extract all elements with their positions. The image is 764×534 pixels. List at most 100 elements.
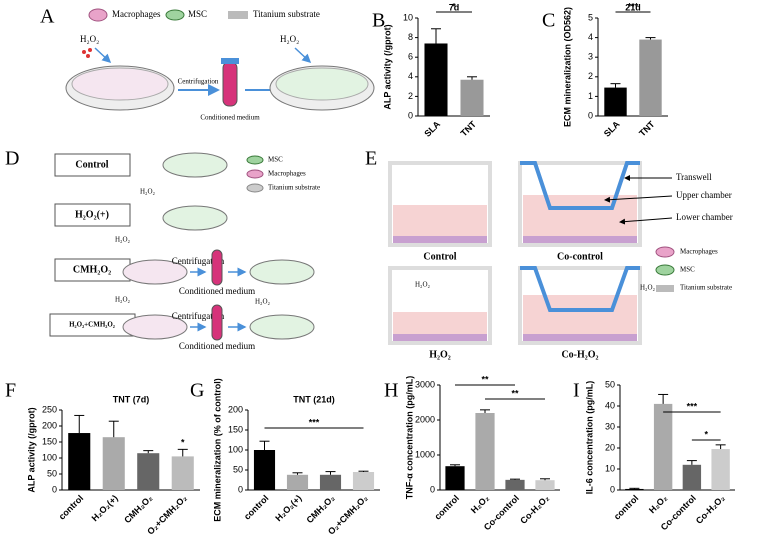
y-tick-label: 5	[588, 12, 593, 22]
bar	[445, 466, 465, 490]
dish	[249, 314, 315, 340]
chart: B 7d ALP activity (/gprot) 0 2 4 6 8 10 SLA TNT *	[372, 1, 490, 139]
x-tick-label: H₂O₂	[469, 493, 491, 515]
y-tick-label: 3	[588, 52, 593, 62]
arrow	[94, 47, 112, 64]
transwell	[520, 266, 640, 312]
x-tick-label: TNT	[459, 119, 479, 139]
part-label: Lower chamber	[676, 212, 733, 222]
dish	[249, 259, 315, 285]
significance: **	[511, 388, 519, 398]
x-tick-label: Co-H₂O₂	[694, 493, 727, 526]
dish	[122, 314, 188, 340]
well	[518, 161, 642, 247]
x-tick-label: CMH₂O₂	[122, 493, 154, 525]
icon	[656, 285, 674, 292]
chart: I IL-6 concentration (pg/mL) 0 10 20 30 40 50 co…	[573, 379, 735, 532]
legend-text: MSC	[268, 156, 283, 164]
bar	[505, 479, 525, 490]
stimulus: H₂O₂	[80, 34, 99, 44]
bar	[102, 437, 125, 490]
dish	[275, 67, 369, 101]
y-tick-label: 50	[233, 464, 243, 474]
arrow	[294, 47, 312, 64]
panel-letter: E	[365, 148, 377, 170]
well	[388, 266, 492, 345]
dish	[162, 152, 228, 178]
legend-text: Macrophages	[268, 170, 306, 178]
panel-letter: A	[40, 6, 55, 28]
x-tick-label: control	[432, 493, 461, 522]
transwell	[520, 161, 640, 210]
dish	[122, 259, 188, 285]
part-label: Upper chamber	[676, 190, 732, 200]
cells	[523, 236, 637, 243]
x-tick-label: SLA	[602, 119, 622, 139]
x-tick-label: CMH₂O₂	[304, 493, 336, 525]
icon	[655, 246, 675, 258]
pointer	[619, 217, 673, 225]
panel-letter: D	[5, 148, 19, 170]
y-axis-label: ECM mineralization (OD562)	[562, 7, 572, 127]
y-tick-label: 200	[228, 404, 243, 414]
stimulus: H₂O₂	[255, 298, 271, 306]
y-axis-label: ALP activity (/gprot)	[382, 24, 392, 109]
icon	[88, 8, 108, 22]
y-tick-label: 2000	[415, 414, 435, 424]
panel-a: A Macrophages MSC Titanium substrate H₂O…	[40, 6, 375, 122]
legend-text: MSC	[680, 266, 695, 274]
well	[518, 266, 642, 345]
chart: C 21d ECM mineralization (OD562) 0 1 2 3 4 5 SLA T…	[542, 1, 668, 139]
legend-text: Titanium substrate	[268, 184, 320, 192]
y-tick-label: 50	[605, 379, 615, 389]
y-tick-label: 150	[42, 436, 57, 446]
step: Conditioned medium	[179, 286, 255, 296]
bar	[68, 433, 91, 490]
x-tick-label: H₂O₂	[647, 493, 669, 515]
y-tick-label: 200	[42, 420, 57, 430]
row-box	[54, 153, 131, 177]
significance: *	[181, 438, 185, 448]
tube	[211, 249, 223, 286]
bar	[604, 87, 627, 116]
icon	[655, 264, 675, 276]
y-tick-label: 100	[42, 452, 57, 462]
bar	[625, 488, 644, 490]
y-tick-label: 40	[605, 400, 615, 410]
condition: Co-H₂O₂	[561, 349, 598, 360]
y-tick-label: 4	[588, 32, 593, 42]
legend-text: Titanium substrate	[680, 284, 732, 292]
medium	[523, 295, 637, 341]
y-axis-label: ECM mineralization (% of control)	[212, 378, 222, 522]
chart: F TNT (7d) ALP activity (/gprot) 0 50 100 150 2…	[5, 380, 200, 534]
icon	[246, 183, 264, 193]
y-tick-label: 2	[588, 71, 593, 81]
panel-letter: F	[5, 380, 16, 402]
dish	[162, 205, 228, 231]
y-tick-label: 2	[408, 91, 413, 101]
y-axis-label: ALP activity (/gprot)	[26, 407, 36, 492]
icon	[246, 169, 264, 179]
bar	[352, 472, 375, 490]
y-tick-label: 0	[408, 110, 413, 120]
x-tick-label: H₂O₂(+)	[273, 493, 303, 523]
y-tick-label: 10	[605, 463, 615, 473]
y-tick-label: 0	[52, 484, 57, 494]
tube-cap	[221, 58, 239, 64]
y-tick-label: 150	[228, 424, 243, 434]
medium	[523, 195, 637, 243]
chart: G TNT (21d) ECM mineralization (% of contr…	[190, 378, 380, 534]
y-tick-label: 1	[588, 91, 593, 101]
tube	[222, 61, 238, 107]
y-tick-label: 3000	[415, 379, 435, 389]
bar	[460, 79, 484, 116]
row-label: H₂O₂(+)	[75, 209, 109, 220]
legend-text: Macrophages	[680, 248, 718, 256]
row-label: CMH₂O₂	[73, 264, 111, 275]
y-tick-label: 10	[403, 12, 413, 22]
bar	[653, 403, 673, 490]
panel-letter: I	[573, 380, 580, 402]
y-tick-label: 0	[238, 484, 243, 494]
stimulus: H₂O₂	[115, 296, 131, 304]
bar	[253, 450, 276, 490]
